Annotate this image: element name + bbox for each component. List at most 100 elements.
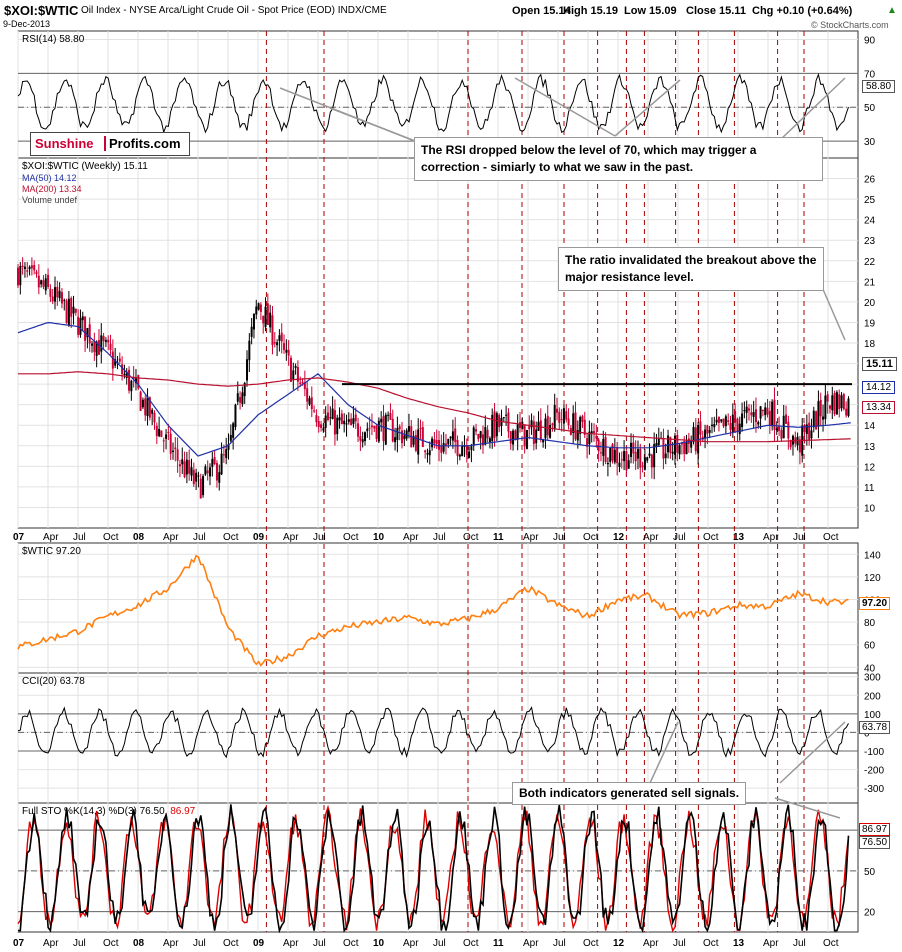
price-bar-body xyxy=(706,425,709,434)
price-bar-body xyxy=(444,443,447,446)
price-bar-body xyxy=(757,422,760,425)
price-bar-body xyxy=(299,382,302,384)
price-bar-body xyxy=(225,449,228,459)
price-bar-body xyxy=(262,315,265,324)
price-bar-body xyxy=(394,437,397,443)
x-tick-label: Jul xyxy=(193,532,206,543)
price-bar-body xyxy=(657,438,660,446)
price-bar-body xyxy=(301,381,304,383)
price-bar-body xyxy=(162,440,165,442)
price-bar-body xyxy=(407,426,410,432)
price-bar-body xyxy=(401,430,404,444)
x-tick-label: Jul xyxy=(673,532,686,543)
x-tick-label: Apr xyxy=(163,532,179,543)
price-bar-body xyxy=(764,407,767,416)
price-bar-body xyxy=(250,326,253,337)
price-bar-body xyxy=(667,435,670,453)
price-bar-body xyxy=(239,397,242,403)
y-tick-label: 50 xyxy=(864,103,876,114)
price-bar-body xyxy=(532,421,535,444)
callout-pointer-3 xyxy=(614,79,681,137)
ma50-legend: MA(50) 14.12 xyxy=(22,173,77,183)
sto-d-last-badge: 86.97 xyxy=(859,823,891,836)
price-bar-body xyxy=(590,431,593,434)
ohlc-open: Open 15.14 xyxy=(512,5,571,17)
callout-pointer-5 xyxy=(821,286,846,341)
y-tick-label: 18 xyxy=(864,339,876,350)
x-tick-label: 10 xyxy=(373,938,385,949)
price-bar-body xyxy=(484,427,487,445)
price-bar-body xyxy=(470,446,473,451)
x-tick-label: Apr xyxy=(403,938,419,949)
x-tick-label: 07 xyxy=(13,938,25,949)
price-bar-body xyxy=(56,286,59,298)
price-bar-body xyxy=(727,420,730,422)
x-tick-label: Apr xyxy=(283,532,299,543)
logo-part1: Sunshine xyxy=(35,136,94,151)
price-bar-body xyxy=(144,398,147,416)
price-bar-body xyxy=(387,414,390,416)
cci-last-badge: 63.78 xyxy=(859,721,891,734)
ratio-title: $XOI:$WTIC (Weekly) 15.11 xyxy=(22,161,148,172)
price-bar-body xyxy=(17,267,19,286)
price-bar-body xyxy=(782,415,785,439)
price-bar-body xyxy=(310,397,313,410)
price-bar-body xyxy=(86,328,89,338)
price-bar-body xyxy=(729,423,732,430)
price-bar-body xyxy=(236,393,239,402)
price-bar-body xyxy=(146,396,149,416)
price-bar-body xyxy=(134,378,137,384)
price-bar-body xyxy=(636,449,639,459)
price-bar-body xyxy=(440,445,443,453)
sto-d-value: 86.97 xyxy=(170,806,196,817)
price-bar-body xyxy=(338,417,341,421)
x-tick-label: 12 xyxy=(613,532,625,543)
price-bar-body xyxy=(468,451,471,458)
price-bar-body xyxy=(58,290,61,299)
x-tick-label: Oct xyxy=(223,938,239,949)
sto-k-last-badge: 76.50 xyxy=(859,836,891,849)
price-bar-body xyxy=(121,364,124,375)
price-bar-body xyxy=(775,428,778,431)
price-bar-body xyxy=(104,340,107,342)
price-bar-body xyxy=(731,414,734,433)
price-bar-body xyxy=(26,270,29,272)
price-bar-body xyxy=(266,303,269,325)
price-bar-body xyxy=(780,430,783,439)
price-bar-body xyxy=(694,427,697,452)
x-tick-label: 07 xyxy=(13,532,25,543)
price-bar-body xyxy=(586,438,589,447)
price-bar-body xyxy=(842,394,845,410)
y-tick-label: 25 xyxy=(864,195,876,206)
price-bar-body xyxy=(609,447,612,462)
callout-pointer-2 xyxy=(514,77,616,137)
price-bar-body xyxy=(347,419,350,422)
price-bar-body xyxy=(724,416,727,427)
x-tick-label: Apr xyxy=(403,532,419,543)
price-bar-body xyxy=(30,265,33,269)
price-bar-body xyxy=(750,412,753,416)
price-bar-body xyxy=(81,316,84,321)
x-tick-label: Apr xyxy=(523,938,539,949)
price-bar-body xyxy=(650,454,653,468)
price-bar-body xyxy=(218,472,221,483)
price-bar-body xyxy=(535,429,538,444)
price-bar-body xyxy=(19,266,22,286)
price-bar-body xyxy=(336,417,339,435)
price-bar-body xyxy=(551,423,554,425)
price-bar-body xyxy=(329,417,332,419)
x-tick-label: Jul xyxy=(433,938,446,949)
y-tick-label: 13 xyxy=(864,442,876,453)
price-bar-body xyxy=(317,421,320,428)
price-bar-body xyxy=(345,423,348,425)
callout-lines xyxy=(279,77,846,819)
price-bar-body xyxy=(326,412,329,420)
price-bar-body xyxy=(141,399,144,408)
price-bar-body xyxy=(306,388,309,402)
price-bar-body xyxy=(798,439,801,453)
price-bar-body xyxy=(761,409,764,412)
ratio-annotation: The ratio invalidated the breakout above… xyxy=(558,247,824,291)
price-bar-body xyxy=(683,441,686,454)
price-bar-body xyxy=(229,434,232,441)
price-bar-body xyxy=(435,440,438,444)
